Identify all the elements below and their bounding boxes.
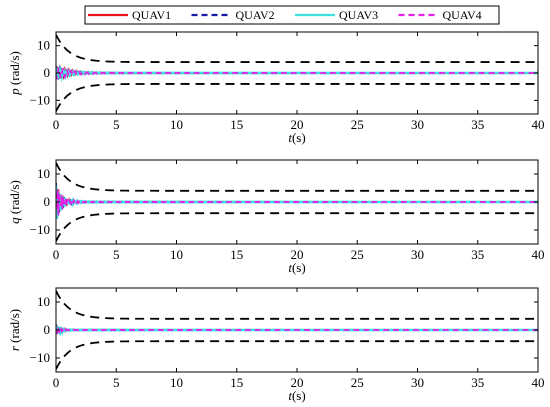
- bound-upper: [56, 290, 538, 320]
- x-tick-label: 5: [113, 247, 120, 262]
- series-quav4: [56, 325, 538, 335]
- bound-lower: [56, 340, 538, 370]
- bound-upper: [56, 34, 538, 63]
- x-tick-label: 5: [113, 117, 120, 132]
- series-quav2: [56, 182, 538, 214]
- y-axis-label: p (rad/s): [7, 51, 22, 96]
- legend-label-quav2: QUAV2: [236, 8, 275, 22]
- bound-lower: [56, 83, 538, 112]
- x-tick-label: 20: [291, 247, 304, 262]
- legend-box: [84, 5, 500, 25]
- x-tick-label: 5: [113, 375, 120, 390]
- y-tick-label: 10: [37, 38, 50, 53]
- x-tick-label: 25: [351, 247, 364, 262]
- x-axis-label: t(s): [288, 260, 305, 275]
- x-tick-label: 15: [230, 247, 243, 262]
- x-tick-label: 20: [291, 375, 304, 390]
- series-quav3: [56, 66, 538, 83]
- x-tick-label: 35: [471, 117, 484, 132]
- x-tick-label: 35: [471, 375, 484, 390]
- plot-area: [56, 290, 538, 370]
- legend: QUAV1 QUAV2 QUAV3 QUAV4: [84, 5, 500, 25]
- x-tick-label: 35: [471, 247, 484, 262]
- x-tick-label: 15: [230, 117, 243, 132]
- x-tick-label: 25: [351, 117, 364, 132]
- x-tick-label: 0: [53, 375, 60, 390]
- x-axis-label: t(s): [288, 388, 305, 403]
- plot-area: [56, 34, 538, 112]
- y-tick-label: 0: [44, 322, 51, 337]
- x-tick-label: 10: [170, 117, 183, 132]
- x-tick-label: 0: [53, 117, 60, 132]
- x-tick-label: 25: [351, 375, 364, 390]
- y-tick-label: −10: [30, 350, 50, 365]
- bound-lower: [56, 212, 538, 242]
- x-tick-label: 0: [53, 247, 60, 262]
- legend-label-quav4: QUAV4: [443, 8, 482, 22]
- legend-label-quav3: QUAV3: [339, 8, 378, 22]
- y-tick-label: −10: [30, 92, 50, 107]
- bound-upper: [56, 162, 538, 192]
- x-tick-label: 10: [170, 375, 183, 390]
- y-tick-label: 10: [37, 294, 50, 309]
- x-tick-label: 40: [532, 375, 545, 390]
- x-tick-label: 30: [411, 375, 424, 390]
- x-tick-label: 20: [291, 117, 304, 132]
- y-tick-label: 0: [44, 65, 51, 80]
- x-tick-label: 30: [411, 247, 424, 262]
- x-tick-label: 40: [532, 117, 545, 132]
- plot-area: [56, 162, 538, 242]
- x-tick-label: 40: [532, 247, 545, 262]
- y-axis-label: q (rad/s): [7, 180, 22, 224]
- legend-label-quav1: QUAV1: [132, 8, 171, 22]
- y-tick-label: −10: [30, 222, 50, 237]
- x-tick-label: 10: [170, 247, 183, 262]
- x-tick-label: 15: [230, 375, 243, 390]
- y-tick-label: 0: [44, 194, 51, 209]
- series-quav4: [56, 189, 538, 216]
- y-axis-label: r (rad/s): [7, 309, 22, 351]
- x-axis-label: t(s): [288, 130, 305, 145]
- y-tick-label: 10: [37, 166, 50, 181]
- x-tick-label: 30: [411, 117, 424, 132]
